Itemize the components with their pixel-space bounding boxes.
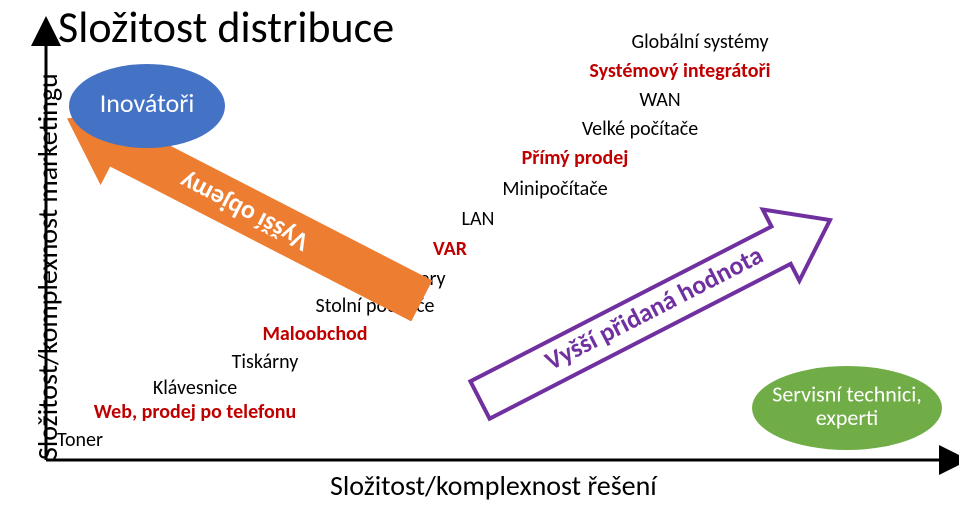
- stack-label-1: Systémový integrátoři: [589, 59, 770, 83]
- arrow-purple-label: Vyšší přidaná hodnota: [539, 238, 768, 376]
- stack-label-0: Globální systémy: [631, 30, 768, 54]
- ellipse-innovators-label: Inovátoři: [100, 87, 195, 119]
- stack-label-13: Web, prodej po telefonu: [94, 400, 297, 424]
- ellipse-innovators: Inovátoři: [69, 64, 225, 148]
- stack-label-2: WAN: [639, 88, 680, 112]
- stack-label-12: Klávesnice: [153, 376, 237, 400]
- stack-label-7: VAR: [433, 237, 468, 261]
- stack-label-6: LAN: [462, 207, 495, 231]
- ellipse-service-label: experti: [816, 404, 879, 431]
- diagram-canvas: Vyšší přidaná hodnota Globální systémy Sys…: [0, 0, 959, 507]
- ellipse-service: Servisní technici,experti: [752, 366, 942, 450]
- stack-label-4: Přímý prodej: [522, 146, 629, 170]
- stack-label-5: Minipočítače: [502, 177, 607, 201]
- stack-label-3: Velké počítače: [582, 117, 698, 141]
- stack-label-14: Toner: [57, 428, 103, 452]
- stack-label-11: Tiskárny: [232, 350, 299, 374]
- stack-label-10: Maloobchod: [262, 322, 367, 346]
